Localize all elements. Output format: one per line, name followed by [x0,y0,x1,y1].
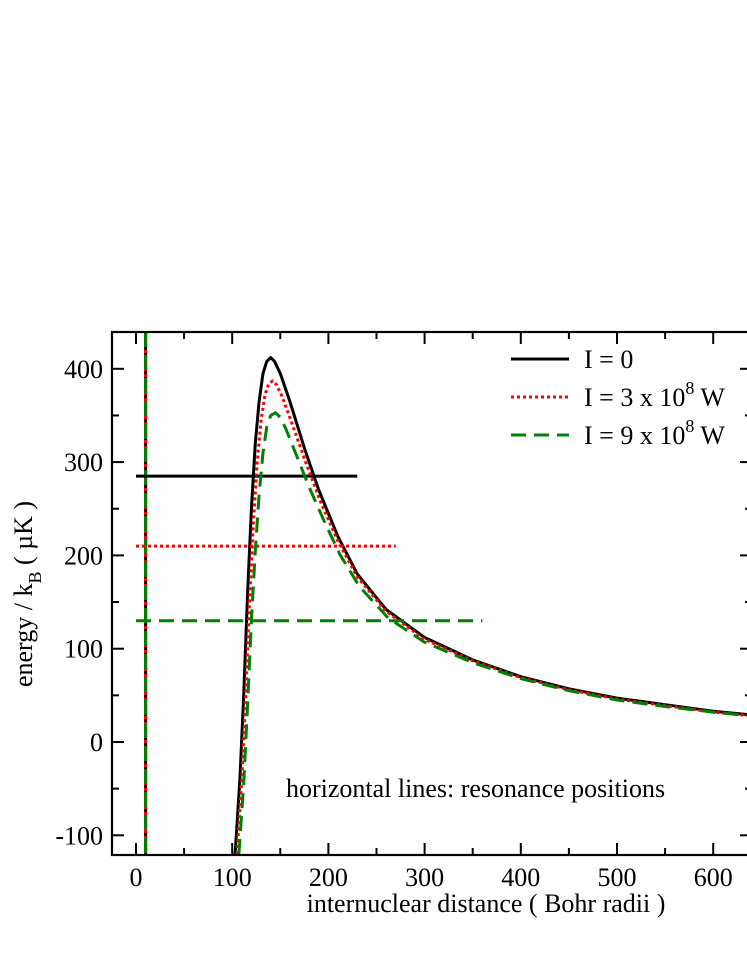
legend-label-unit: W [694,383,725,412]
x-tick-label: 300 [405,863,444,892]
legend-label-3: I = 9 x 108 W [584,416,725,450]
y-axis-title-unit: ( µK ) [9,501,38,572]
ticks [112,332,747,855]
x-tick-label: 500 [598,863,637,892]
x-tick-labels: 0 100 200 300 400 500 600 [130,863,733,892]
annotation-resonance: horizontal lines: resonance positions [286,774,665,803]
y-tick-label: -100 [55,821,103,850]
legend-label-base: I = 3 x 10 [584,383,685,412]
legend-label-base: I = 0 [584,345,633,374]
y-tick-label: 100 [64,635,103,664]
curves [136,332,747,855]
series-line-1 [233,356,747,855]
y-axis-title-main: energy / k [9,584,38,688]
x-axis-title: internuclear distance ( Bohr radii ) [307,889,666,918]
legend-label-1: I = 0 [584,345,633,374]
x-tick-label: 100 [213,863,252,892]
series-line-3 [237,411,747,855]
legend-label-2: I = 3 x 108 W [584,378,725,412]
y-tick-labels: -100 0 100 200 300 400 [55,355,103,851]
y-tick-label: 300 [64,448,103,477]
legend: I = 0I = 3 x 108 WI = 9 x 108 W [511,345,725,450]
plot-frame [110,330,747,857]
legend-label-exponent: 8 [685,416,694,436]
y-axis-title-subscript: B [25,572,45,584]
x-tick-label: 600 [694,863,733,892]
y-axis-title: energy / kB ( µK ) [9,501,45,687]
legend-label-base: I = 9 x 10 [584,421,685,450]
x-tick-label: 400 [501,863,540,892]
y-tick-label: 400 [64,355,103,384]
x-tick-label: 200 [309,863,348,892]
x-tick-label: 0 [130,863,143,892]
legend-label-unit: W [694,421,725,450]
y-tick-label: 200 [64,541,103,570]
legend-label-exponent: 8 [685,378,694,398]
y-tick-label: 0 [90,728,103,757]
